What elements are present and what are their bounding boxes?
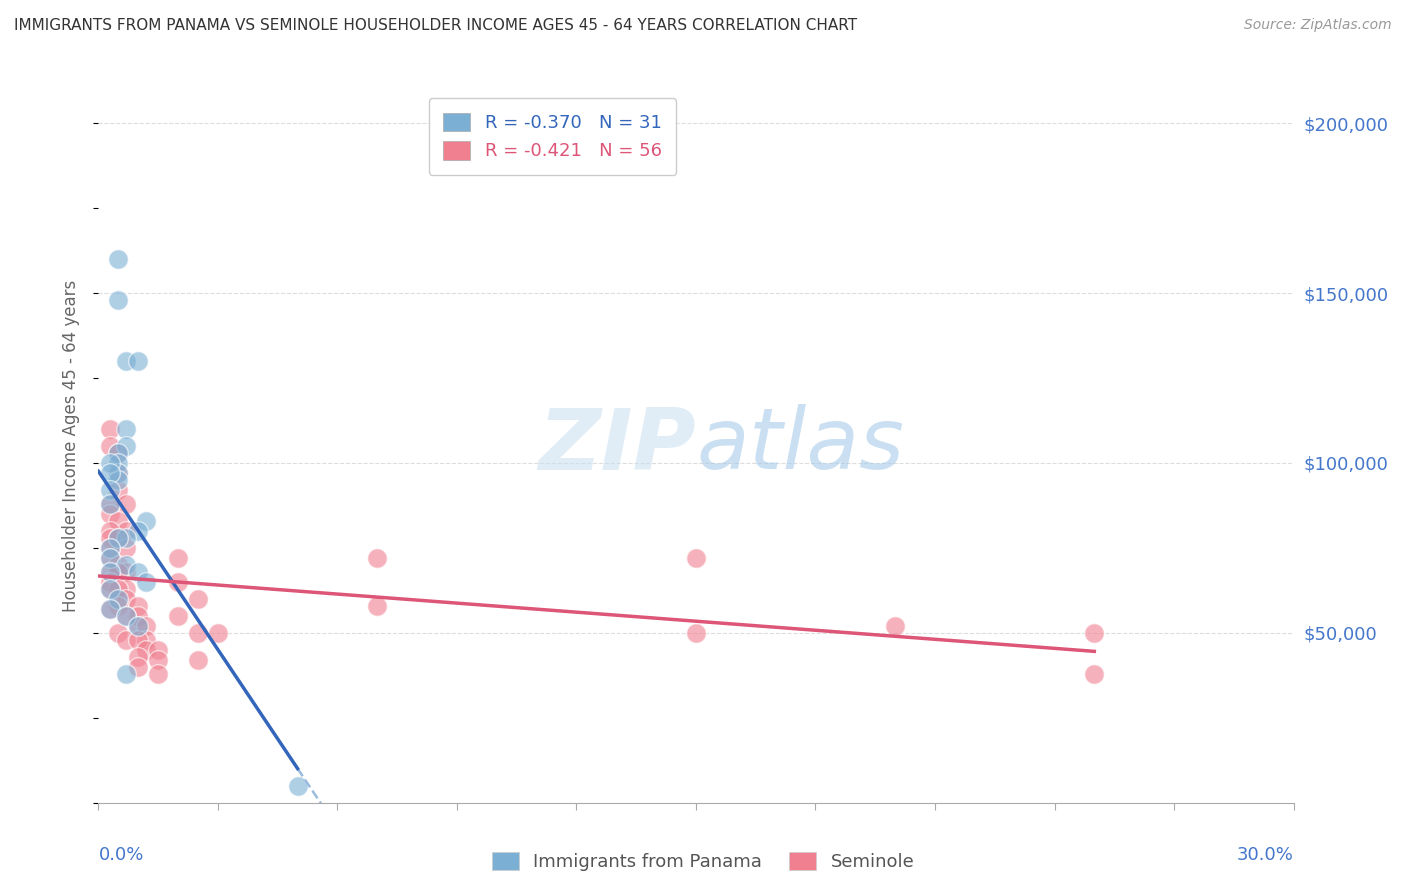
Point: [115, 608, 138, 623]
Point: [1083, 666, 1105, 681]
Point: [100, 507, 122, 521]
Point: [115, 558, 138, 572]
Point: [100, 602, 122, 616]
Point: [100, 497, 122, 511]
Point: [107, 599, 129, 613]
Point: [135, 619, 157, 633]
Point: [127, 660, 149, 674]
Point: [100, 531, 122, 545]
Y-axis label: Householder Income Ages 45 - 64 years: Householder Income Ages 45 - 64 years: [62, 280, 80, 612]
Point: [127, 608, 149, 623]
Point: [115, 608, 138, 623]
Point: [107, 514, 129, 528]
Point: [167, 608, 190, 623]
Point: [167, 551, 190, 566]
Point: [107, 591, 129, 606]
Point: [135, 514, 157, 528]
Point: [107, 531, 129, 545]
Point: [107, 531, 129, 545]
Point: [115, 591, 138, 606]
Text: ZIP: ZIP: [538, 404, 696, 488]
Point: [115, 422, 138, 436]
Point: [100, 551, 122, 566]
Point: [107, 446, 129, 460]
Text: Source: ZipAtlas.com: Source: ZipAtlas.com: [1244, 18, 1392, 32]
Point: [107, 252, 129, 266]
Legend: R = -0.370   N = 31, R = -0.421   N = 56: R = -0.370 N = 31, R = -0.421 N = 56: [429, 98, 676, 175]
Point: [366, 551, 388, 566]
Point: [115, 632, 138, 647]
Point: [100, 497, 122, 511]
Point: [100, 582, 122, 596]
Point: [135, 574, 157, 589]
Point: [127, 649, 149, 664]
Text: 0.0%: 0.0%: [98, 846, 143, 863]
Point: [100, 541, 122, 555]
Point: [100, 582, 122, 596]
Point: [100, 565, 122, 579]
Point: [127, 619, 149, 633]
Point: [107, 456, 129, 470]
Point: [115, 497, 138, 511]
Point: [287, 779, 309, 793]
Point: [107, 565, 129, 579]
Point: [107, 473, 129, 487]
Point: [127, 524, 149, 538]
Text: atlas: atlas: [696, 404, 904, 488]
Text: 30.0%: 30.0%: [1237, 846, 1294, 863]
Point: [1083, 626, 1105, 640]
Point: [148, 643, 170, 657]
Point: [685, 551, 707, 566]
Point: [884, 619, 907, 633]
Text: IMMIGRANTS FROM PANAMA VS SEMINOLE HOUSEHOLDER INCOME AGES 45 - 64 YEARS CORRELA: IMMIGRANTS FROM PANAMA VS SEMINOLE HOUSE…: [14, 18, 858, 33]
Point: [115, 666, 138, 681]
Point: [115, 582, 138, 596]
Point: [127, 565, 149, 579]
Point: [107, 466, 129, 480]
Point: [187, 653, 209, 667]
Point: [685, 626, 707, 640]
Point: [115, 541, 138, 555]
Point: [127, 599, 149, 613]
Point: [127, 619, 149, 633]
Point: [148, 653, 170, 667]
Point: [100, 565, 122, 579]
Point: [135, 643, 157, 657]
Point: [107, 293, 129, 307]
Point: [127, 632, 149, 647]
Point: [187, 626, 209, 640]
Point: [115, 565, 138, 579]
Point: [100, 422, 122, 436]
Point: [187, 591, 209, 606]
Point: [107, 483, 129, 498]
Point: [366, 599, 388, 613]
Point: [115, 354, 138, 368]
Point: [107, 558, 129, 572]
Point: [100, 483, 122, 498]
Point: [100, 541, 122, 555]
Point: [107, 582, 129, 596]
Point: [100, 574, 122, 589]
Point: [107, 626, 129, 640]
Point: [115, 524, 138, 538]
Point: [115, 439, 138, 453]
Point: [148, 666, 170, 681]
Point: [107, 446, 129, 460]
Point: [107, 466, 129, 480]
Point: [100, 524, 122, 538]
Point: [115, 531, 138, 545]
Point: [127, 354, 149, 368]
Point: [100, 551, 122, 566]
Point: [167, 574, 190, 589]
Point: [100, 602, 122, 616]
Point: [135, 632, 157, 647]
Point: [100, 439, 122, 453]
Legend: Immigrants from Panama, Seminole: Immigrants from Panama, Seminole: [485, 845, 921, 879]
Point: [100, 456, 122, 470]
Point: [207, 626, 229, 640]
Point: [100, 466, 122, 480]
